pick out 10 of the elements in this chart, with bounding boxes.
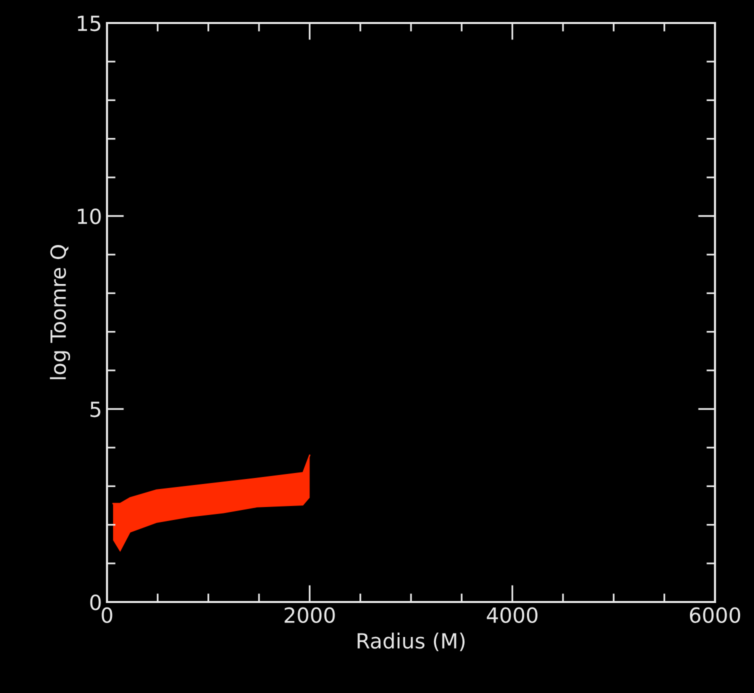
y-tick-label: 15 xyxy=(78,16,100,32)
x-tick-label: 6000 xyxy=(690,607,740,623)
x-tick-label: 0 xyxy=(102,607,112,623)
y-tick-label: 0 xyxy=(90,594,101,610)
x-tick-label: 4000 xyxy=(486,607,538,623)
x-tick-label: 2000 xyxy=(284,607,335,623)
y-tick-label: 5 xyxy=(90,402,100,418)
y-axis-title: log Toomre Q xyxy=(50,245,70,380)
y-tick-label: 10 xyxy=(78,208,101,224)
x-axis-title: Radius (M) xyxy=(358,632,465,652)
